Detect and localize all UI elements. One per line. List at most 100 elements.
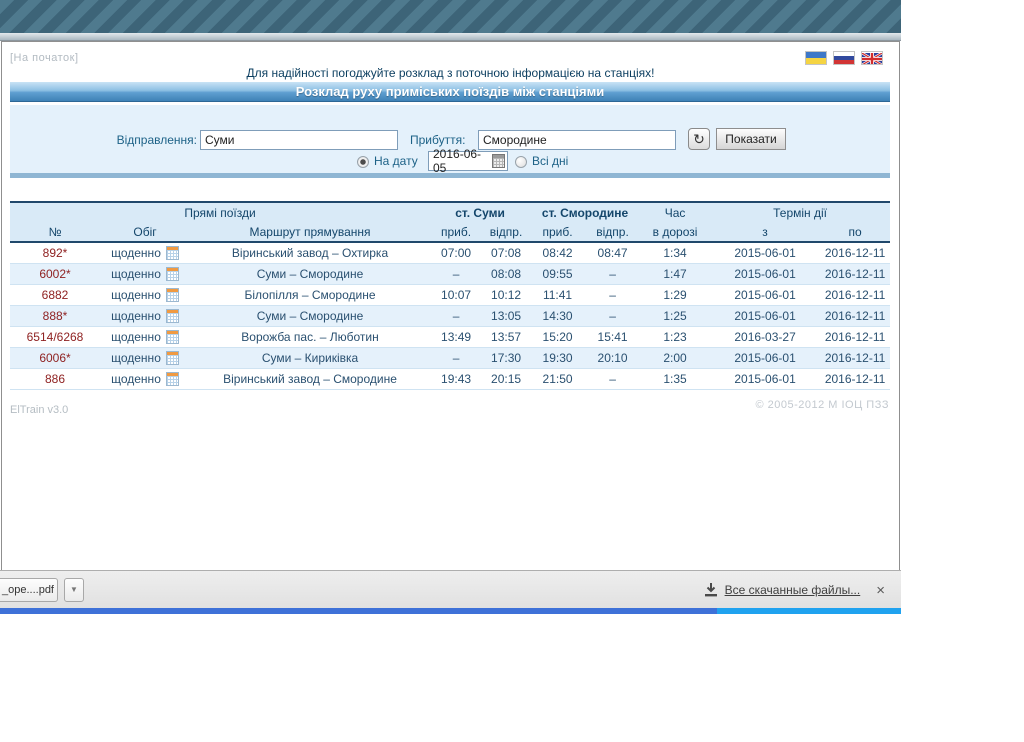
refresh-icon: ↻: [693, 130, 705, 147]
train-number-cell: 886: [44, 371, 66, 386]
calendar-picker-icon[interactable]: [491, 154, 505, 168]
valid-from-cell: 2015-06-01: [734, 287, 796, 302]
valid-from-cell: 2015-06-01: [734, 308, 796, 323]
header-direct-trains: Прямі поїзди: [184, 205, 256, 220]
circulation-label: щоденно: [111, 350, 161, 365]
valid-from-cell: 2015-06-01: [734, 266, 796, 281]
arrival-1-cell: 07:00: [441, 245, 472, 260]
downloaded-file-menu-button[interactable]: ▼: [64, 578, 84, 602]
header-from-station: ст. Суми: [455, 205, 505, 220]
valid-from-cell: 2015-06-01: [734, 371, 796, 386]
circulation-cell: щоденно: [100, 242, 190, 263]
date-input[interactable]: 2016-06-05: [428, 147, 508, 175]
train-number-cell: 6002*: [39, 266, 71, 281]
train-number-cell: 888*: [42, 308, 68, 323]
downloaded-file-button[interactable]: _ope....pdf: [0, 578, 58, 602]
route-cell: Суми – Кириківка: [261, 350, 359, 365]
row-calendar-icon[interactable]: [165, 329, 179, 344]
circulation-label: щоденно: [111, 266, 161, 281]
arrival-label: Прибуття:: [410, 133, 466, 147]
route-cell: Суми – Смородине: [256, 266, 364, 281]
departure-2-cell: –: [609, 308, 616, 323]
valid-to-cell: 2016-12-11: [824, 371, 886, 386]
table-row: 886 щоденно Віринський завод – Смородине…: [10, 368, 891, 389]
reliability-notice: Для надійності погоджуйте розклад з пото…: [246, 66, 655, 80]
arrival-2-cell: 11:41: [542, 287, 573, 302]
arrival-2-cell: 19:30: [542, 350, 573, 365]
on-date-radio-label[interactable]: На дату: [374, 154, 418, 168]
flag-uk-icon[interactable]: [861, 51, 883, 67]
background-window-strip-right: [717, 608, 901, 614]
row-calendar-icon[interactable]: [165, 371, 179, 386]
show-button[interactable]: Показати: [716, 128, 786, 150]
header-departure-1: відпр.: [489, 224, 523, 239]
row-calendar-icon[interactable]: [165, 308, 179, 323]
all-days-radio[interactable]: [515, 156, 527, 168]
valid-from-cell: 2016-03-27: [734, 329, 796, 344]
arrival-2-cell: 21:50: [542, 371, 573, 386]
duration-cell: 1:23: [663, 329, 687, 344]
departure-1-cell: 10:12: [491, 287, 522, 302]
circulation-cell: щоденно: [100, 347, 190, 368]
flag-ukraine-icon[interactable]: [805, 51, 827, 65]
page-frame: [На початок] Для надійності погоджуйте р…: [1, 41, 900, 570]
chevron-down-icon: ▼: [70, 585, 78, 594]
route-cell: Віринський завод – Охтирка: [231, 245, 389, 260]
copyright: © 2005-2012 М ІОЦ ПЗЗ: [755, 399, 889, 411]
arrival-1-cell: 13:49: [441, 329, 472, 344]
swap-refresh-button[interactable]: ↻: [688, 128, 710, 150]
row-calendar-icon[interactable]: [165, 287, 179, 302]
search-form-bottom-strip: [10, 173, 890, 178]
duration-cell: 1:35: [663, 371, 687, 386]
valid-to-cell: 2016-12-11: [824, 308, 886, 323]
valid-to-cell: 2016-12-11: [824, 350, 886, 365]
home-link[interactable]: [На початок]: [10, 52, 79, 64]
arrival-input[interactable]: [478, 130, 676, 150]
page-title: Розклад руху приміських поїздів між стан…: [10, 82, 890, 102]
header-arrival-1: приб.: [440, 224, 472, 239]
schedule-table-header: Прямі поїзди ст. Суми ст. Смородине Час …: [10, 202, 891, 242]
departure-2-cell: –: [609, 287, 616, 302]
table-row: 888* щоденно Суми – Смородине – 13:05 14…: [10, 305, 891, 326]
route-cell: Віринський завод – Смородине: [223, 371, 397, 386]
circulation-label: щоденно: [111, 371, 161, 386]
on-date-radio[interactable]: [357, 156, 369, 168]
departure-2-cell: 15:41: [597, 329, 628, 344]
duration-cell: 1:34: [663, 245, 687, 260]
row-calendar-icon[interactable]: [165, 350, 179, 365]
schedule-table: Прямі поїзди ст. Суми ст. Смородине Час …: [10, 201, 891, 390]
departure-input[interactable]: [200, 130, 398, 150]
flag-russia-icon[interactable]: [833, 51, 855, 65]
departure-2-cell: –: [609, 371, 616, 386]
all-downloads-link[interactable]: Все скачанные файлы...: [704, 583, 860, 597]
circulation-label: щоденно: [111, 308, 161, 323]
arrival-2-cell: 15:20: [542, 329, 573, 344]
circulation-cell: щоденно: [100, 305, 190, 326]
all-days-radio-label[interactable]: Всі дні: [532, 154, 569, 168]
duration-cell: 2:00: [663, 350, 687, 365]
site-banner: [0, 0, 901, 33]
row-calendar-icon[interactable]: [165, 246, 179, 261]
duration-cell: 1:47: [663, 266, 687, 281]
table-row: 6514/6268 щоденно Ворожба пас. – Люботин…: [10, 326, 891, 347]
header-circulation: Обіг: [133, 224, 157, 239]
departure-label: Відправлення:: [116, 133, 197, 147]
close-icon[interactable]: ×: [876, 581, 885, 599]
banner-bottom-band: [0, 33, 901, 41]
header-arrival-2: приб.: [542, 224, 573, 239]
header-train-number: №: [48, 224, 62, 239]
date-value: 2016-06-05: [433, 147, 482, 175]
valid-to-cell: 2016-12-11: [824, 266, 886, 281]
valid-to-cell: 2016-12-11: [824, 245, 886, 260]
departure-1-cell: 20:15: [491, 371, 522, 386]
departure-1-cell: 08:08: [491, 266, 522, 281]
departure-2-cell: 08:47: [597, 245, 628, 260]
table-row: 6882 щоденно Білопілля – Смородине 10:07…: [10, 284, 891, 305]
valid-from-cell: 2015-06-01: [734, 245, 796, 260]
route-cell: Ворожба пас. – Люботин: [241, 329, 379, 344]
header-to-station: ст. Смородине: [541, 205, 629, 220]
circulation-cell: щоденно: [100, 284, 190, 305]
row-calendar-icon[interactable]: [165, 266, 179, 281]
arrival-1-cell: 19:43: [441, 371, 472, 386]
train-number-cell: 6882: [41, 287, 69, 302]
